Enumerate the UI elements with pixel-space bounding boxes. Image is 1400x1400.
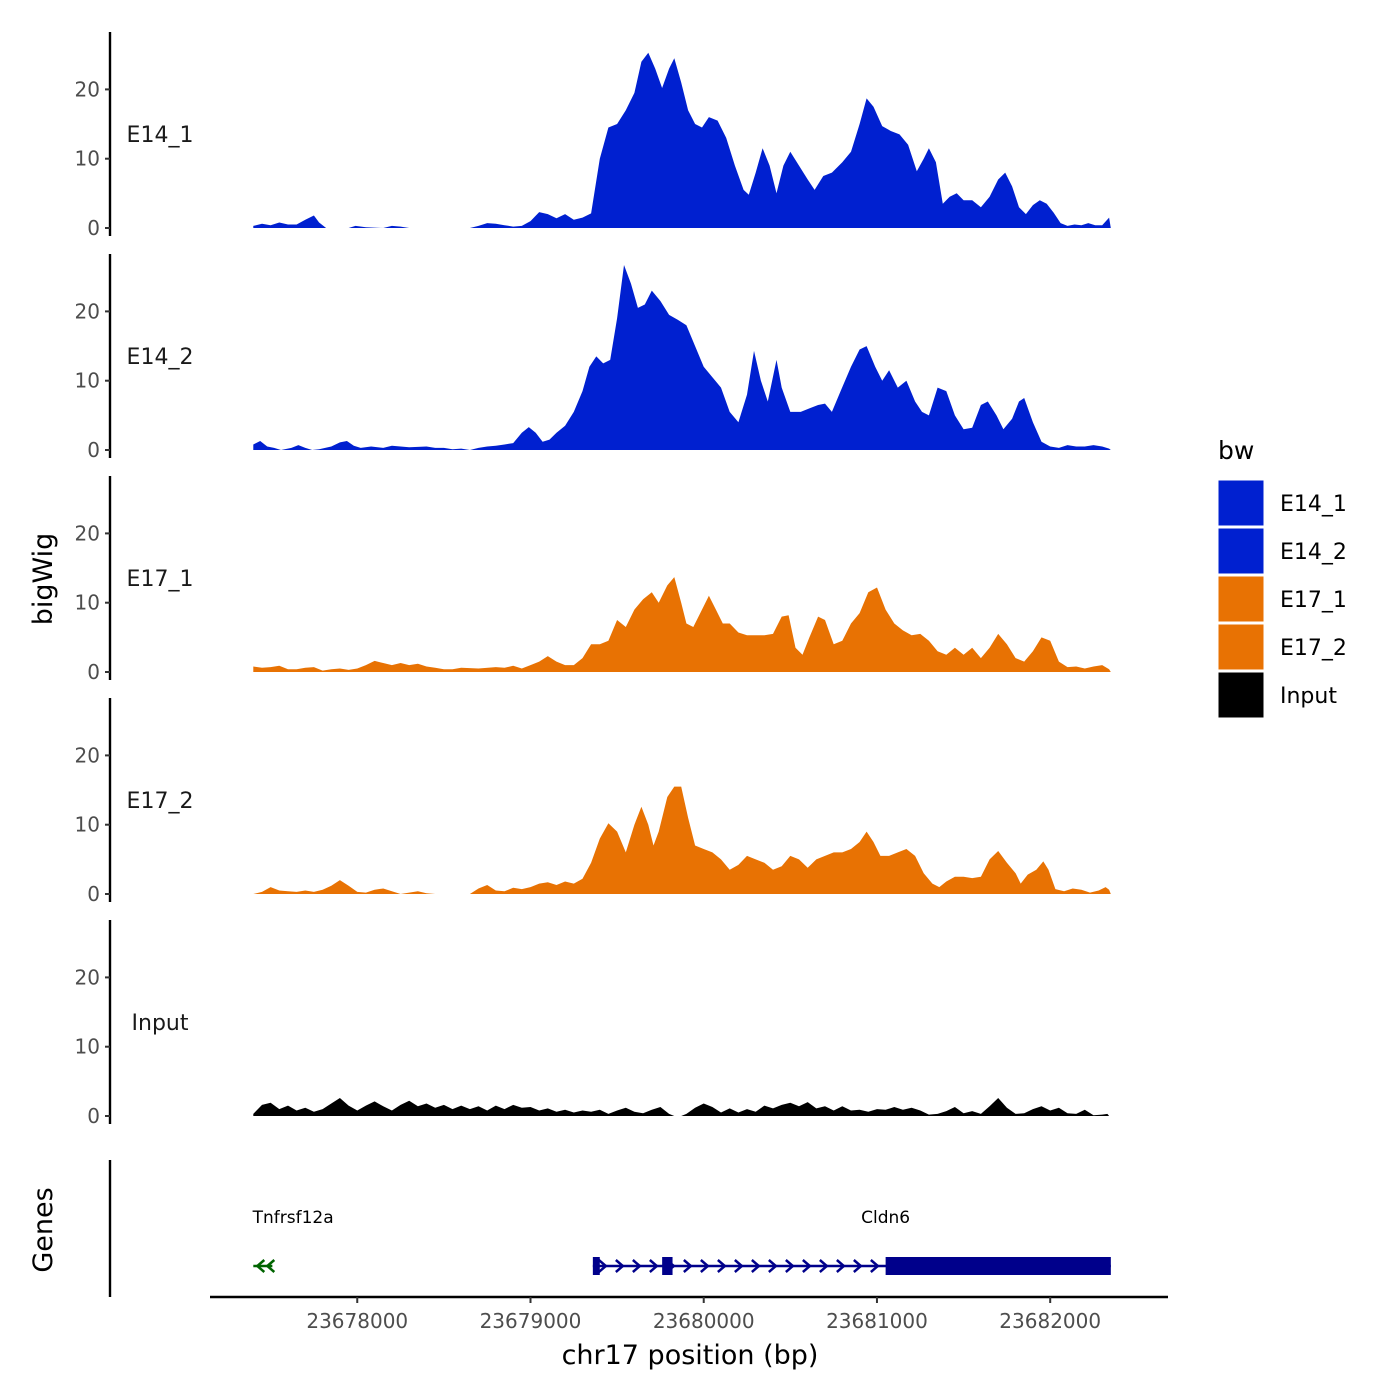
gene-label: Cldn6 bbox=[861, 1208, 910, 1228]
strand-arrow bbox=[649, 1259, 659, 1273]
strand-arrow bbox=[853, 1259, 863, 1273]
y-tick-label: 0 bbox=[87, 216, 100, 240]
y-axis-title: bigWig bbox=[28, 533, 59, 626]
y-tick-label: 20 bbox=[75, 965, 100, 989]
y-tick-label: 10 bbox=[75, 369, 100, 393]
genes-panel-title: Genes bbox=[28, 1187, 59, 1272]
x-tick-label: 23682000 bbox=[999, 1309, 1101, 1333]
legend-swatch-E14_1 bbox=[1217, 479, 1265, 527]
track-label-E14_2: E14_2 bbox=[127, 345, 194, 370]
track-panels: 0 10 20 E14_1 0 10 20 E14_2 0 10 20 E17_1 0 10 20 E17_2… bbox=[75, 32, 1111, 1128]
x-tick-label: 23678000 bbox=[306, 1309, 408, 1333]
gene-exon bbox=[592, 1257, 600, 1275]
x-axis-title: chr17 position (bp) bbox=[562, 1340, 819, 1371]
legend-label-E17_2: E17_2 bbox=[1280, 636, 1347, 661]
y-tick-label: 20 bbox=[75, 743, 100, 767]
legend-label-E14_1: E14_1 bbox=[1280, 492, 1347, 517]
x-axis: 23678000 23679000 23680000 23681000 23682000 bbox=[210, 1295, 1168, 1333]
area-series-E17_2 bbox=[253, 786, 1111, 894]
track-panel-E14_2: 0 10 20 E14_2 bbox=[75, 254, 1111, 462]
strand-arrow bbox=[836, 1259, 846, 1273]
area-series-Input bbox=[253, 1098, 1110, 1116]
gene-label: Tnfrsf12a bbox=[252, 1208, 334, 1228]
track-label-E17_2: E17_2 bbox=[127, 789, 194, 814]
strand-arrow bbox=[785, 1259, 795, 1273]
strand-arrow bbox=[734, 1259, 744, 1273]
strand-arrow bbox=[598, 1259, 608, 1273]
track-panel-E14_1: 0 10 20 E14_1 bbox=[75, 32, 1111, 240]
legend-label-E14_2: E14_2 bbox=[1280, 540, 1347, 565]
area-series-E14_2 bbox=[253, 265, 1111, 450]
y-tick-label: 10 bbox=[75, 813, 100, 837]
y-tick-label: 20 bbox=[75, 299, 100, 323]
strand-arrow bbox=[717, 1259, 727, 1273]
y-tick-label: 0 bbox=[87, 882, 100, 906]
genes-panel: Tnfrsf12a Cldn6 bbox=[108, 1160, 1111, 1297]
area-series-E17_1 bbox=[253, 577, 1111, 672]
strand-arrow bbox=[819, 1259, 829, 1273]
legend-label-E17_1: E17_1 bbox=[1280, 588, 1347, 613]
strand-arrow bbox=[768, 1259, 778, 1273]
strand-arrow bbox=[265, 1259, 276, 1273]
strand-arrow bbox=[615, 1259, 625, 1273]
gene-Tnfrsf12a: Tnfrsf12a bbox=[252, 1208, 334, 1273]
gene-Cldn6: Cldn6 bbox=[592, 1208, 1111, 1275]
strand-arrow bbox=[802, 1259, 812, 1273]
strand-arrow bbox=[255, 1259, 266, 1273]
y-tick-label: 20 bbox=[75, 521, 100, 545]
x-tick-label: 23679000 bbox=[480, 1309, 582, 1333]
strand-arrow bbox=[751, 1259, 761, 1273]
legend-label-Input: Input bbox=[1280, 684, 1337, 709]
strand-arrow bbox=[683, 1259, 693, 1273]
y-tick-label: 10 bbox=[75, 1035, 100, 1059]
gene-utr-block bbox=[885, 1257, 1111, 1275]
gene-exon bbox=[662, 1257, 673, 1275]
strand-arrow bbox=[700, 1259, 710, 1273]
y-tick-label: 10 bbox=[75, 147, 100, 171]
legend-swatch-Input bbox=[1217, 671, 1265, 719]
area-series-E14_1 bbox=[253, 52, 1111, 229]
legend: bw E14_1 E14_2 E17_1 E17_2 Input bbox=[1217, 436, 1347, 719]
x-tick-label: 23680000 bbox=[653, 1309, 755, 1333]
legend-swatch-E14_2 bbox=[1217, 527, 1265, 575]
track-panel-Input: 0 10 20 Input bbox=[75, 920, 1110, 1128]
legend-swatch-E17_2 bbox=[1217, 623, 1265, 671]
strand-arrow bbox=[632, 1259, 642, 1273]
track-panel-E17_2: 0 10 20 E17_2 bbox=[75, 698, 1111, 906]
y-tick-label: 0 bbox=[87, 660, 100, 684]
legend-title: bw bbox=[1218, 436, 1254, 465]
strand-arrow bbox=[870, 1259, 880, 1273]
y-tick-label: 0 bbox=[87, 438, 100, 462]
y-tick-label: 20 bbox=[75, 77, 100, 101]
track-label-Input: Input bbox=[132, 1011, 189, 1036]
track-label-E17_1: E17_1 bbox=[127, 567, 194, 592]
track-panel-E17_1: 0 10 20 E17_1 bbox=[75, 476, 1111, 684]
x-tick-label: 23681000 bbox=[826, 1309, 928, 1333]
legend-swatch-E17_1 bbox=[1217, 575, 1265, 623]
track-label-E14_1: E14_1 bbox=[127, 123, 194, 148]
y-tick-label: 0 bbox=[87, 1104, 100, 1128]
y-tick-label: 10 bbox=[75, 591, 100, 615]
